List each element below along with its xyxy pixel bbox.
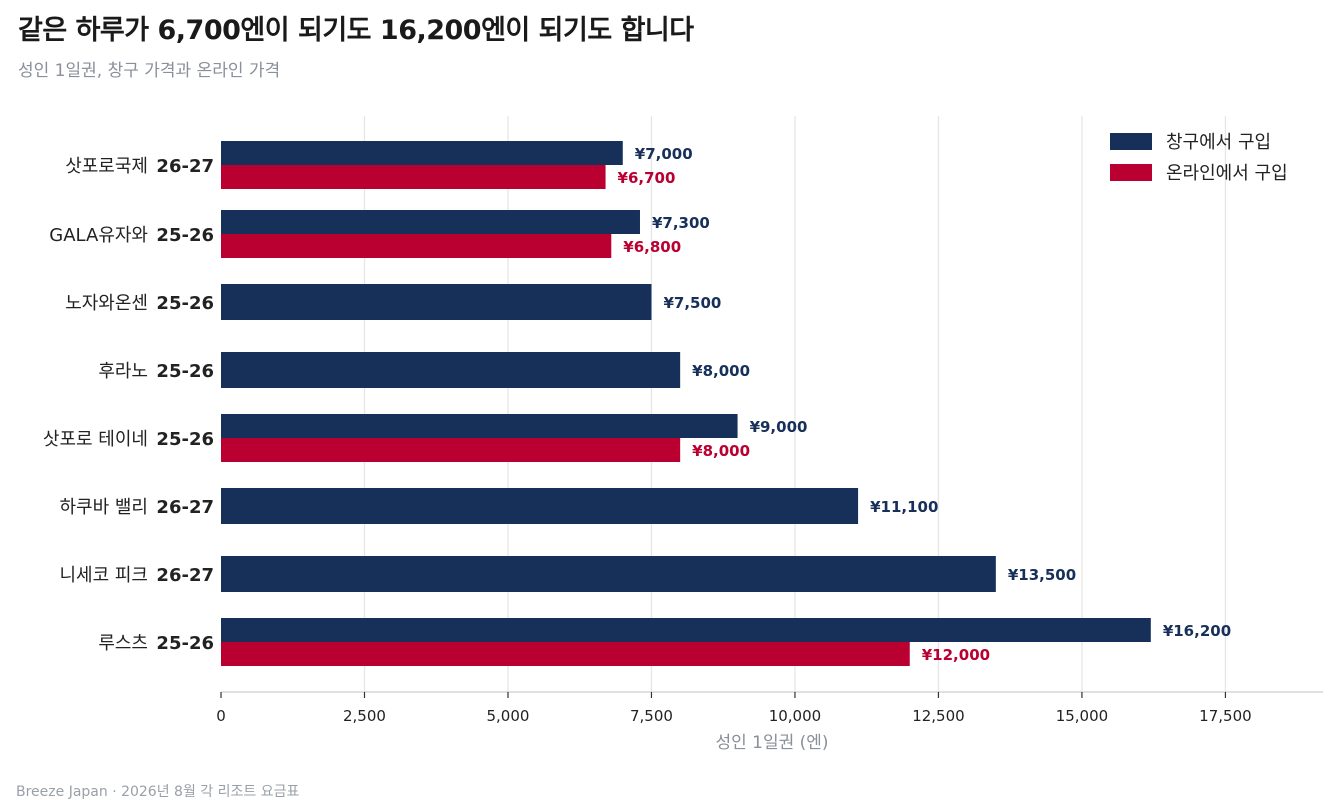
grid-lines	[363, 116, 1227, 692]
value-label-window: ¥16,200	[1163, 622, 1231, 640]
value-label-window: ¥13,500	[1008, 566, 1076, 584]
value-label-window: ¥7,500	[663, 294, 721, 312]
bar-window	[221, 414, 738, 438]
legend-label: 온라인에서 구입	[1166, 163, 1288, 184]
bar-online	[221, 438, 681, 462]
season-label: 25-26	[156, 429, 214, 450]
legend-swatch	[1110, 133, 1152, 150]
season-label: 25-26	[156, 361, 214, 382]
value-label-online: ¥6,800	[623, 238, 681, 256]
bar-window	[221, 618, 1151, 642]
value-label-window: ¥9,000	[750, 418, 808, 436]
season-label: 25-26	[156, 633, 214, 654]
x-tick-label: 17,500	[1199, 707, 1252, 725]
season-label: 26-27	[156, 497, 214, 518]
value-labels: ¥7,000¥6,700¥7,300¥6,800¥7,500¥8,000¥9,0…	[618, 145, 1232, 664]
bar-window	[221, 141, 623, 165]
season-label: 25-26	[156, 225, 214, 246]
bar-online	[221, 234, 612, 258]
legend-label: 창구에서 구입	[1166, 132, 1271, 153]
value-label-window: ¥8,000	[692, 362, 750, 380]
value-label-online: ¥6,700	[618, 169, 676, 187]
bar-window	[221, 284, 652, 320]
bar-window	[221, 210, 640, 234]
value-label-online: ¥12,000	[922, 646, 990, 664]
x-tick-label: 10,000	[769, 707, 822, 725]
bar-window	[221, 488, 859, 524]
season-label: 26-27	[156, 156, 214, 177]
value-label-window: ¥11,100	[870, 498, 938, 516]
x-tick-label: 5,000	[487, 707, 530, 725]
resort-name-label: 니세코 피크	[59, 565, 148, 586]
resort-name-label: 루스츠	[98, 633, 148, 654]
resort-name-label: 노자와온센	[65, 293, 148, 314]
value-label-online: ¥8,000	[692, 442, 750, 460]
x-tick-label: 2,500	[343, 707, 386, 725]
y-axis-labels: 삿포로국제 26-27 GALA유자와 25-26 노자와온센 25-26 후라노 25-26…	[43, 156, 214, 654]
x-tick-label: 7,500	[630, 707, 673, 725]
x-axis-title: 성인 1일권 (엔)	[715, 733, 828, 753]
resort-name-label: 후라노	[98, 361, 148, 382]
season-label: 26-27	[156, 565, 214, 586]
bars	[221, 141, 1151, 666]
resort-name-label: GALA유자와	[49, 225, 148, 246]
value-label-window: ¥7,000	[635, 145, 693, 163]
bar-window	[221, 556, 996, 592]
value-label-window: ¥7,300	[652, 214, 710, 232]
x-tick-label: 0	[216, 707, 226, 725]
resort-name-label: 하쿠바 밸리	[59, 497, 148, 518]
chart-title: 같은 하루가 6,700엔이 되기도 16,200엔이 되기도 합니다	[18, 15, 694, 46]
x-axis: 0 2,500 5,000 7,500 10,000 12,500 15,000 17,500	[216, 691, 1323, 725]
resort-name-label: 삿포로 테이네	[43, 429, 148, 450]
legend-swatch	[1110, 164, 1152, 181]
chart-subtitle: 성인 1일권, 창구 가격과 온라인 가격	[18, 61, 281, 81]
bar-window	[221, 352, 681, 388]
source-footer: Breeze Japan · 2026년 8월 각 리조트 요금표	[16, 784, 300, 800]
x-tick-label: 12,500	[912, 707, 965, 725]
bar-online	[221, 642, 910, 666]
season-label: 25-26	[156, 293, 214, 314]
bar-online	[221, 165, 606, 189]
resort-name-label: 삿포로국제	[65, 156, 148, 177]
x-tick-label: 15,000	[1056, 707, 1109, 725]
